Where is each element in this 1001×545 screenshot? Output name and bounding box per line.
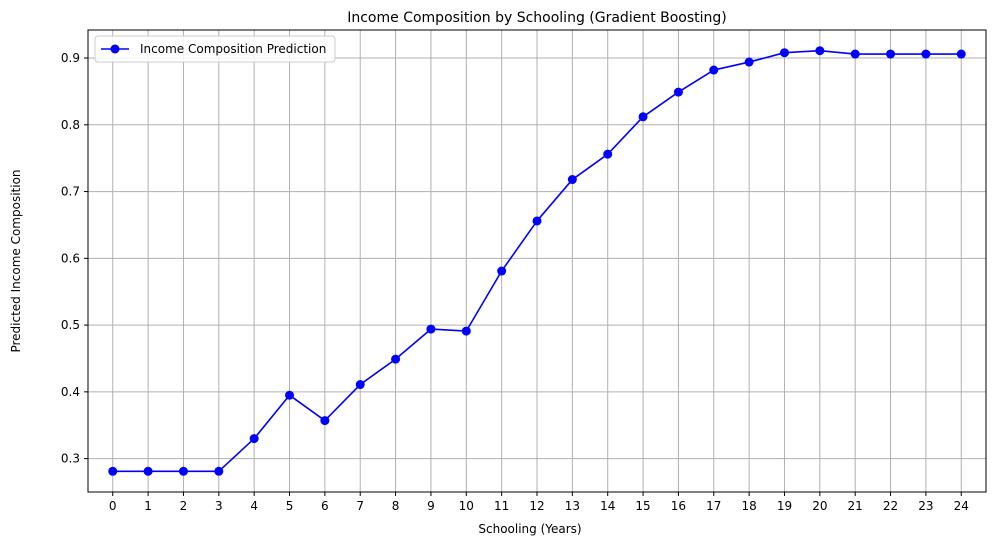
data-point <box>673 87 683 97</box>
x-tick-label: 12 <box>529 499 544 513</box>
legend-label: Income Composition Prediction <box>140 42 326 56</box>
data-point <box>956 49 966 59</box>
x-tick-label: 22 <box>883 499 898 513</box>
x-axis-label: Schooling (Years) <box>478 522 581 536</box>
x-tick-label: 6 <box>321 499 329 513</box>
x-tick-label: 21 <box>848 499 863 513</box>
data-point <box>850 49 860 59</box>
data-point <box>461 326 471 336</box>
data-point <box>744 57 754 67</box>
x-tick-label: 16 <box>671 499 686 513</box>
y-tick-label: 0.4 <box>61 385 80 399</box>
data-point <box>779 48 789 58</box>
data-point <box>178 466 188 476</box>
data-point <box>391 354 401 364</box>
x-tick-label: 24 <box>954 499 969 513</box>
x-tick-label: 8 <box>392 499 400 513</box>
x-tick-label: 3 <box>215 499 223 513</box>
data-point <box>355 380 365 390</box>
x-tick-label: 0 <box>109 499 117 513</box>
data-point <box>638 112 648 122</box>
data-point <box>709 65 719 75</box>
y-tick-label: 0.9 <box>61 51 80 65</box>
legend-marker-swatch <box>110 44 120 54</box>
data-point <box>532 216 542 226</box>
grid <box>88 30 986 492</box>
data-point <box>249 434 259 444</box>
x-tick-label: 5 <box>286 499 294 513</box>
x-tick-label: 13 <box>565 499 580 513</box>
data-point <box>815 46 825 56</box>
x-tick-label: 1 <box>144 499 152 513</box>
legend: Income Composition Prediction <box>94 35 336 63</box>
y-tick-label: 0.8 <box>61 118 80 132</box>
x-tick-label: 20 <box>812 499 827 513</box>
x-tick-label: 2 <box>180 499 188 513</box>
y-tick-label: 0.5 <box>61 318 80 332</box>
data-point <box>214 466 224 476</box>
y-tick-label: 0.3 <box>61 452 80 466</box>
x-tick-label: 11 <box>494 499 509 513</box>
series-layer <box>108 46 966 476</box>
data-point <box>108 466 118 476</box>
x-tick-label: 17 <box>706 499 721 513</box>
chart-title: Income Composition by Schooling (Gradien… <box>347 10 727 26</box>
x-tick-label: 4 <box>250 499 258 513</box>
data-point <box>921 49 931 59</box>
data-point <box>285 390 295 400</box>
x-axis-ticks: 0 1 2 3 4 5 6 7 8 9 10 11 12 13 14 15 16 17 18 19 20 21 22 23 24 <box>109 492 969 513</box>
x-tick-label: 23 <box>918 499 933 513</box>
data-point <box>320 416 330 426</box>
legend-box <box>94 35 336 63</box>
data-point <box>143 466 153 476</box>
data-point <box>426 324 436 334</box>
x-tick-label: 19 <box>777 499 792 513</box>
x-tick-label: 10 <box>459 499 474 513</box>
y-tick-label: 0.6 <box>61 251 80 265</box>
y-tick-label: 0.7 <box>61 185 80 199</box>
x-tick-label: 14 <box>600 499 615 513</box>
data-point <box>886 49 896 59</box>
y-axis-ticks: 0.3 0.4 0.5 0.6 0.7 0.8 0.9 <box>61 51 88 466</box>
x-tick-label: 15 <box>635 499 650 513</box>
x-tick-label: 7 <box>356 499 364 513</box>
data-point <box>603 149 613 159</box>
data-point <box>567 175 577 185</box>
data-point <box>497 266 507 276</box>
y-axis-label: Predicted Income Composition <box>9 169 23 352</box>
x-tick-label: 9 <box>427 499 435 513</box>
x-tick-label: 18 <box>741 499 756 513</box>
